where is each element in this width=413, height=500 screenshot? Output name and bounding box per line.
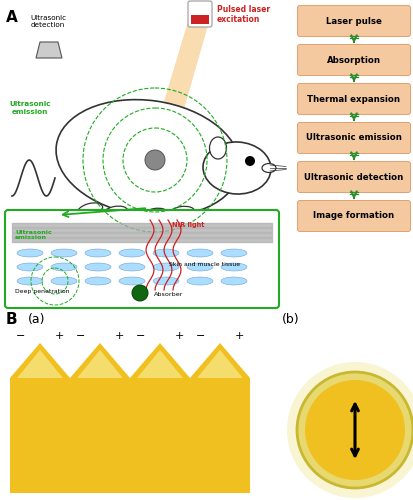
FancyBboxPatch shape bbox=[297, 162, 410, 192]
Text: B: B bbox=[6, 312, 18, 327]
Text: −: − bbox=[16, 331, 26, 341]
Polygon shape bbox=[145, 8, 212, 165]
Text: Ultrasonic
emission: Ultrasonic emission bbox=[9, 102, 51, 114]
FancyBboxPatch shape bbox=[297, 6, 410, 36]
Polygon shape bbox=[10, 343, 70, 378]
Ellipse shape bbox=[85, 263, 111, 271]
Text: Laser pulse: Laser pulse bbox=[325, 16, 381, 26]
Text: Absorption: Absorption bbox=[326, 56, 380, 64]
Ellipse shape bbox=[221, 277, 247, 285]
Ellipse shape bbox=[56, 100, 240, 216]
Ellipse shape bbox=[153, 263, 178, 271]
Text: Deep penetration: Deep penetration bbox=[15, 288, 69, 294]
Text: (b): (b) bbox=[281, 313, 299, 326]
Circle shape bbox=[244, 156, 254, 166]
Text: Ultrasonic detection: Ultrasonic detection bbox=[304, 172, 403, 182]
Text: +: + bbox=[234, 331, 243, 341]
Polygon shape bbox=[77, 350, 123, 378]
Ellipse shape bbox=[153, 277, 178, 285]
Ellipse shape bbox=[77, 203, 102, 217]
Ellipse shape bbox=[142, 208, 167, 222]
Ellipse shape bbox=[85, 277, 111, 285]
Ellipse shape bbox=[51, 277, 77, 285]
Text: NIR light: NIR light bbox=[171, 222, 204, 228]
FancyBboxPatch shape bbox=[297, 200, 410, 232]
Ellipse shape bbox=[169, 206, 195, 220]
Text: Skin and muscle tissue: Skin and muscle tissue bbox=[169, 262, 240, 268]
Text: −: − bbox=[196, 331, 205, 341]
Ellipse shape bbox=[17, 263, 43, 271]
Text: −: − bbox=[76, 331, 85, 341]
Circle shape bbox=[145, 150, 165, 170]
Ellipse shape bbox=[119, 263, 145, 271]
Text: Absorber: Absorber bbox=[154, 292, 183, 298]
FancyBboxPatch shape bbox=[5, 210, 278, 308]
Polygon shape bbox=[70, 343, 130, 378]
FancyBboxPatch shape bbox=[297, 84, 410, 114]
Text: Pulsed laser
excitation: Pulsed laser excitation bbox=[216, 5, 269, 24]
Polygon shape bbox=[197, 350, 242, 378]
Text: +: + bbox=[174, 331, 183, 341]
Text: Ultrasonic
emission: Ultrasonic emission bbox=[15, 230, 52, 240]
Ellipse shape bbox=[202, 142, 271, 194]
Polygon shape bbox=[36, 42, 62, 58]
Ellipse shape bbox=[17, 277, 43, 285]
Text: −: − bbox=[136, 331, 145, 341]
Ellipse shape bbox=[153, 249, 178, 257]
Circle shape bbox=[132, 285, 147, 301]
Ellipse shape bbox=[261, 164, 275, 172]
FancyBboxPatch shape bbox=[297, 122, 410, 154]
Ellipse shape bbox=[102, 206, 128, 220]
Ellipse shape bbox=[187, 249, 212, 257]
Text: +: + bbox=[55, 331, 64, 341]
Polygon shape bbox=[17, 350, 63, 378]
Ellipse shape bbox=[17, 249, 43, 257]
Text: +: + bbox=[114, 331, 123, 341]
Text: Thermal expansion: Thermal expansion bbox=[307, 94, 399, 104]
Polygon shape bbox=[137, 350, 183, 378]
Text: (a): (a) bbox=[28, 313, 45, 326]
Ellipse shape bbox=[187, 277, 212, 285]
FancyBboxPatch shape bbox=[297, 44, 410, 76]
Ellipse shape bbox=[221, 249, 247, 257]
Polygon shape bbox=[130, 343, 190, 378]
Text: Image formation: Image formation bbox=[313, 212, 394, 220]
Ellipse shape bbox=[51, 249, 77, 257]
Circle shape bbox=[286, 362, 413, 498]
Text: Ultrasonic emission: Ultrasonic emission bbox=[305, 134, 401, 142]
Circle shape bbox=[296, 372, 412, 488]
Ellipse shape bbox=[85, 249, 111, 257]
Circle shape bbox=[304, 380, 404, 480]
Bar bbox=[10, 378, 249, 493]
Ellipse shape bbox=[187, 263, 212, 271]
FancyBboxPatch shape bbox=[188, 1, 211, 27]
Ellipse shape bbox=[221, 263, 247, 271]
Text: A: A bbox=[6, 10, 18, 25]
Ellipse shape bbox=[51, 263, 77, 271]
Bar bbox=[190, 15, 209, 24]
Text: Ultrasonic
detection: Ultrasonic detection bbox=[30, 15, 66, 28]
Ellipse shape bbox=[119, 277, 145, 285]
Ellipse shape bbox=[119, 249, 145, 257]
Ellipse shape bbox=[209, 137, 226, 159]
Polygon shape bbox=[190, 343, 249, 378]
